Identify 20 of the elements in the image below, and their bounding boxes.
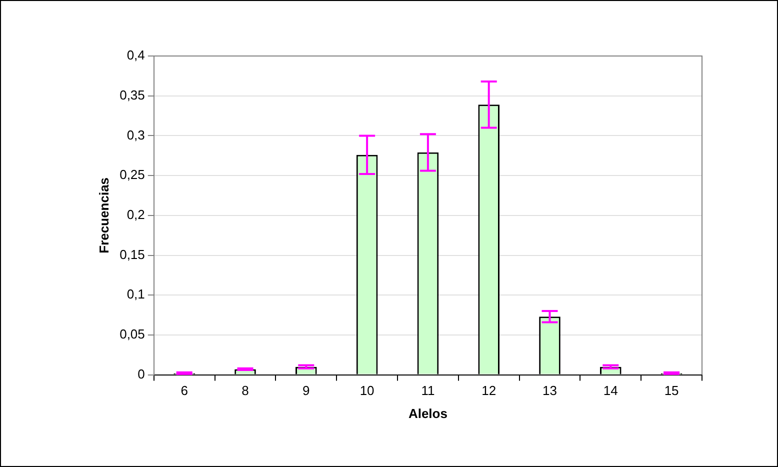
x-tick-label: 15 bbox=[664, 383, 679, 398]
x-tick-label: 11 bbox=[421, 383, 435, 398]
x-tick-label: 12 bbox=[482, 383, 496, 398]
x-tick-label: 8 bbox=[242, 383, 249, 398]
x-tick-label: 10 bbox=[360, 383, 374, 398]
x-tick-label: 6 bbox=[180, 383, 188, 398]
y-tick-label: 0,05 bbox=[120, 326, 145, 342]
y-tick-label: 0,2 bbox=[126, 206, 145, 222]
x-tick-label: 9 bbox=[302, 383, 310, 398]
y-tick-label: 0,35 bbox=[120, 87, 145, 102]
y-tick-label: 0,4 bbox=[126, 48, 145, 63]
y-tick-label: 0,1 bbox=[126, 286, 145, 302]
x-axis-title: Alelos bbox=[408, 406, 448, 421]
y-tick-label: 0 bbox=[138, 366, 145, 382]
y-axis-title: Frecuencias bbox=[96, 177, 112, 254]
x-tick-label: 14 bbox=[603, 383, 618, 398]
x-tick-label: 13 bbox=[542, 383, 557, 398]
y-tick-label: 0,15 bbox=[120, 246, 145, 262]
y-tick-label: 0,25 bbox=[120, 167, 145, 182]
y-tick-label: 0,3 bbox=[126, 127, 145, 142]
